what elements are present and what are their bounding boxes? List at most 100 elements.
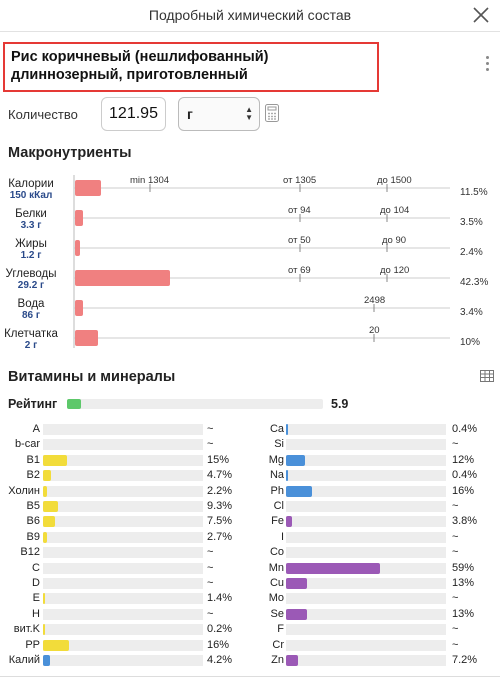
macros-section-title: Макронутриенты	[8, 145, 132, 161]
nutrient-name: B6	[26, 515, 40, 528]
more-options-icon[interactable]	[482, 56, 492, 76]
nutrient-value: 0.4%	[452, 469, 478, 482]
nutrient-fill	[43, 593, 46, 605]
macro-amount: 150 кКал	[9, 190, 53, 201]
nutrient-row: Калий 4.2%	[0, 654, 500, 668]
nutrient-name: Co	[269, 546, 284, 559]
nutrient-row: Cu 13%	[0, 577, 500, 591]
nutrient-value: 15%	[207, 453, 230, 466]
modal-header: Подробный химический состав	[0, 0, 500, 32]
select-arrows-icon: ▲ ▼	[245, 105, 253, 122]
nutrient-name: Mg	[268, 453, 284, 466]
nutrient-fill	[43, 516, 55, 528]
nutrient-row: B5 9.3%	[0, 500, 500, 514]
macro-percent: 42.3%	[460, 277, 489, 288]
rating-fill	[67, 399, 82, 409]
nutrient-row: Na 0.4%	[0, 469, 500, 483]
nutrient-value: 59%	[452, 561, 475, 574]
nutrient-name: Mo	[268, 592, 284, 605]
nutrient-row: Cl ~	[0, 500, 500, 514]
nutrient-value: ~	[452, 500, 459, 512]
macro-row-fiber: Клетчатка 2 г 20 10%	[0, 325, 500, 358]
macro-bar	[75, 330, 98, 346]
quantity-input[interactable]	[101, 97, 166, 131]
nutrient-row: B2 4.7%	[0, 469, 500, 483]
nutrient-name: Cl	[273, 500, 284, 512]
nutrient-track	[286, 501, 446, 512]
close-icon[interactable]	[470, 4, 492, 26]
nutrient-value: ~	[452, 546, 459, 559]
nutrient-track	[286, 624, 446, 636]
nutrient-row: Mn 59%	[0, 562, 500, 576]
nutrient-value: ~	[207, 577, 214, 589]
nutrient-fill	[286, 485, 312, 497]
nutrient-track	[43, 655, 203, 666]
nutrient-name: Mn	[268, 561, 284, 574]
macro-percent: 2.4%	[460, 247, 483, 258]
nutrient-name: Ca	[269, 423, 284, 435]
nutrient-track	[286, 531, 446, 543]
nutrient-track	[43, 547, 203, 559]
table-view-icon[interactable]	[480, 370, 494, 382]
nutrient-name: C	[32, 561, 40, 574]
macro-bar	[75, 300, 83, 316]
nutrient-value: 0.4%	[452, 423, 478, 435]
nutrient-value: ~	[452, 438, 459, 451]
macro-name: Углеводы	[5, 268, 57, 280]
nutrient-row: A ~	[0, 423, 500, 437]
nutrient-fill	[286, 608, 307, 620]
nutrient-name: Холин	[8, 484, 40, 497]
nutrient-name: E	[32, 592, 40, 605]
nutrient-fill	[43, 531, 48, 543]
nutrient-value: 7.2%	[452, 654, 478, 666]
macro-name: Калории	[8, 178, 54, 190]
nutrient-fill	[43, 470, 51, 482]
nutrient-value: ~	[452, 592, 459, 605]
nutrient-track	[43, 531, 203, 543]
nutrient-track	[286, 470, 446, 482]
nutrient-value: ~	[207, 423, 214, 435]
nutrient-name: B5	[26, 500, 40, 512]
nutrient-row: Co ~	[0, 546, 500, 560]
nutrient-value: 7.5%	[207, 515, 233, 528]
unit-select[interactable]: г ▲ ▼	[178, 97, 260, 131]
quantity-label: Количество	[8, 107, 78, 122]
nutrient-value: 4.2%	[207, 654, 233, 666]
nutrient-track	[43, 593, 203, 605]
nutrient-value: 2.2%	[207, 484, 233, 497]
nutrient-name: Si	[274, 438, 284, 451]
tick-label: от 1305	[283, 175, 317, 186]
nutrient-name: H	[32, 607, 40, 620]
nutrient-row: Se 13%	[0, 608, 500, 622]
nutrient-value: ~	[452, 530, 459, 543]
tick-label: до 1500	[377, 175, 412, 186]
rating-label: Рейтинг	[8, 397, 58, 411]
nutrient-name: вит.K	[13, 623, 40, 636]
nutrient-row: PP 16%	[0, 639, 500, 653]
nutrient-name: PP	[25, 638, 40, 651]
nutrient-row: Ca 0.4%	[0, 423, 500, 437]
nutrient-value: ~	[207, 546, 214, 559]
calculator-icon[interactable]	[265, 104, 279, 122]
nutrient-row: D ~	[0, 577, 500, 591]
nutrient-name: B1	[26, 453, 40, 466]
nutrient-value: 3.8%	[452, 515, 478, 528]
nutrient-name: I	[280, 530, 284, 543]
macro-bar	[75, 210, 83, 226]
nutrient-value: ~	[452, 623, 459, 636]
nutrient-name: D	[32, 577, 40, 589]
bottom-divider	[0, 676, 500, 677]
nutrient-value: 16%	[452, 484, 475, 497]
nutrient-value: ~	[452, 638, 459, 651]
nutrient-fill	[286, 655, 298, 666]
nutrient-track	[286, 439, 446, 451]
nutrient-name: Калий	[8, 654, 40, 666]
macro-percent: 3.4%	[460, 307, 483, 318]
nutrient-value: 9.3%	[207, 500, 233, 512]
nutrient-fill	[286, 578, 307, 589]
nutrient-track	[286, 485, 446, 497]
nutrient-fill	[43, 454, 67, 466]
nutrient-row: B12 ~	[0, 546, 500, 560]
macro-bar	[75, 270, 171, 286]
macro-amount: 2 г	[24, 340, 38, 351]
